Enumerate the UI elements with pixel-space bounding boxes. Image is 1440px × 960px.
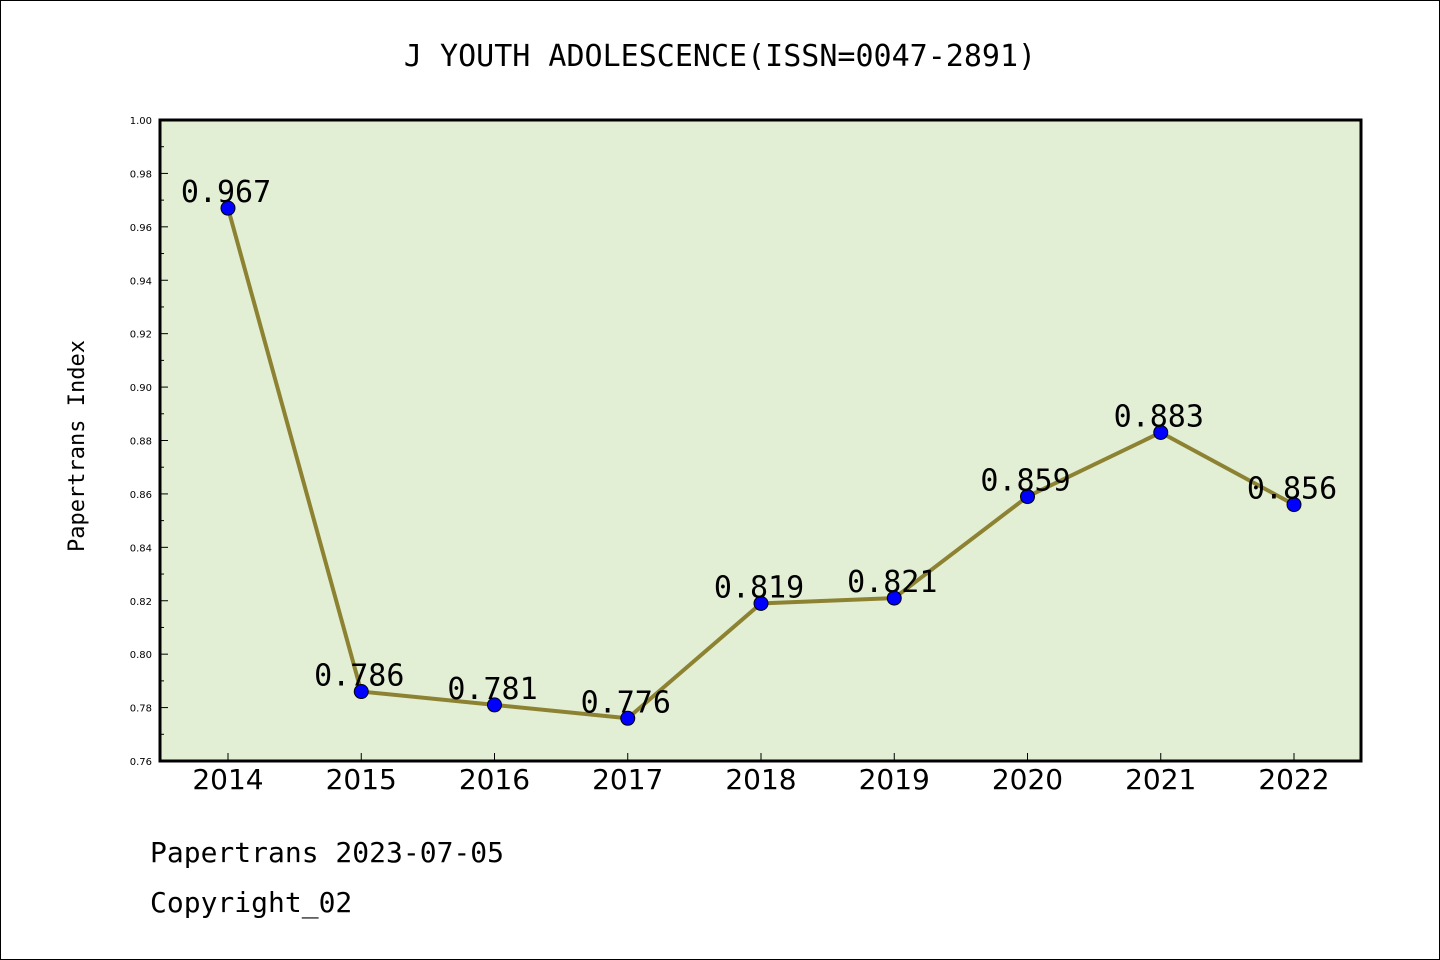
data-label: 0.776 (581, 685, 671, 720)
y-tick-label: 0.98 (130, 169, 152, 180)
x-tick-label: 2018 (725, 763, 796, 796)
data-point (487, 697, 502, 713)
x-tick-label: 2014 (192, 763, 263, 796)
data-label: 0.786 (314, 659, 404, 694)
x-tick-label: 2017 (592, 763, 663, 796)
y-tick-label: 0.94 (130, 276, 152, 287)
chart-title: J YOUTH ADOLESCENCE(ISSN=0047-2891) (404, 39, 1036, 74)
y-tick-label: 0.92 (130, 330, 152, 341)
x-tick-label: 2021 (1125, 763, 1196, 796)
y-tick-label: 0.84 (130, 543, 152, 554)
plot-border (158, 118, 1363, 763)
data-point (886, 590, 902, 606)
y-axis-label: Papertrans Index (65, 340, 90, 552)
footer-source: Papertrans 2023-07-05 (150, 836, 505, 869)
data-label: 0.781 (447, 672, 537, 707)
data-point (353, 684, 369, 700)
footer-copyright: Copyright_02 (150, 886, 353, 919)
data-point (620, 710, 636, 726)
data-point (1286, 497, 1302, 513)
y-tick-label: 1.00 (130, 116, 152, 127)
y-tick-label: 0.86 (130, 490, 152, 501)
x-tick-label: 2020 (992, 763, 1063, 796)
x-axis: 2014 2015 2016 2017 2018 2019 2020 2021 2022 (192, 753, 1330, 796)
data-label: 0.859 (980, 464, 1070, 499)
data-point (1020, 489, 1035, 505)
x-tick-label: 2019 (859, 763, 930, 796)
y-tick-label: 0.96 (130, 223, 152, 234)
data-label: 0.821 (847, 565, 937, 600)
data-label: 0.967 (181, 175, 271, 210)
data-labels: 0.967 0.786 0.781 0.776 0.819 0.821 0.859 0.883… (181, 175, 1337, 720)
y-tick-label: 0.76 (130, 757, 152, 768)
data-label: 0.883 (1114, 399, 1204, 434)
data-label: 0.819 (714, 570, 804, 605)
plot-area (160, 120, 1361, 761)
data-point (1153, 424, 1169, 440)
data-point (220, 200, 236, 216)
y-tick-label: 0.82 (130, 597, 152, 608)
x-tick-label: 2022 (1258, 763, 1329, 796)
y-tick-label: 0.90 (130, 383, 152, 394)
x-tick-label: 2015 (326, 763, 397, 796)
y-tick-label: 0.80 (130, 650, 152, 661)
y-tick-label: 0.78 (130, 704, 152, 715)
data-label: 0.856 (1247, 472, 1337, 507)
y-tick-label: 0.88 (130, 437, 152, 448)
data-markers (220, 200, 1302, 726)
data-point (753, 595, 769, 611)
x-tick-label: 2016 (459, 763, 530, 796)
